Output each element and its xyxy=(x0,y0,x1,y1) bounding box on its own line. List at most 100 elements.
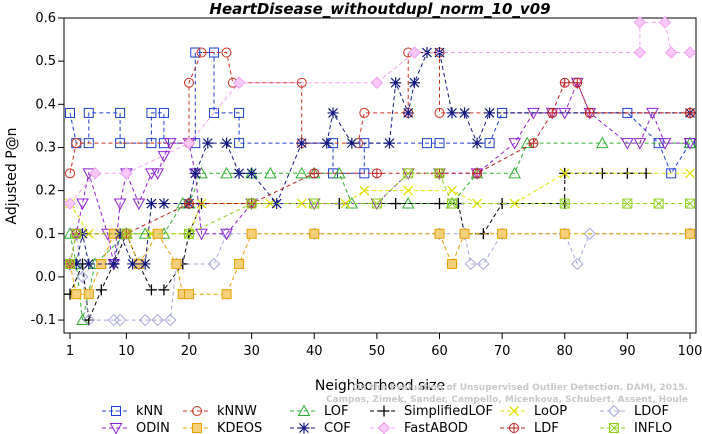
point-odin-6 xyxy=(113,198,127,211)
point-knn-21 xyxy=(434,138,445,149)
y-tick-label-6: 0.5 xyxy=(35,54,56,69)
point-cof-8 xyxy=(145,198,157,210)
point-knn-4 xyxy=(115,107,126,118)
point-cof-28 xyxy=(459,107,471,119)
point-fastabod-8 xyxy=(633,16,647,29)
point-inflo-2 xyxy=(121,228,132,239)
legend-marker-knn xyxy=(111,406,121,416)
point-lof-20 xyxy=(508,166,521,179)
legend: kNN kNNW LOF SimplifiedLOF LoOP LDOF ODIN KDEOS… xyxy=(102,404,672,434)
series-inflo xyxy=(65,168,695,269)
point-cof-30 xyxy=(484,107,496,119)
point-kdeos-20 xyxy=(685,228,695,239)
legend-label-ldf: LDF xyxy=(534,421,559,434)
point-inflo-6 xyxy=(371,198,382,209)
point-knnw-4 xyxy=(196,47,207,58)
legend-marker-cof xyxy=(298,422,310,434)
legend-marker-fastabod xyxy=(377,421,391,434)
legend-item-cof: COF xyxy=(290,421,351,434)
y-tick-label-0: -0.1 xyxy=(31,313,56,328)
point-knnw-3 xyxy=(183,77,194,88)
point-fastabod-0 xyxy=(63,197,77,210)
point-fastabod-7 xyxy=(633,46,647,59)
legend-item-inflo: INFLO xyxy=(600,421,672,434)
point-inflo-7 xyxy=(403,168,414,179)
point-ldf-5 xyxy=(309,168,320,179)
chart-title: HeartDisease_withoutdupl_norm_10_v09 xyxy=(209,0,550,18)
point-ldof-7 xyxy=(151,313,164,327)
series-line-knn xyxy=(69,52,691,175)
series-simplifiedlof xyxy=(64,167,652,326)
point-knn-14 xyxy=(234,107,245,118)
point-knn-13 xyxy=(209,107,220,118)
legend-marker-simplifiedlof xyxy=(378,405,390,417)
point-knn-0 xyxy=(65,107,75,118)
point-kdeos-12 xyxy=(234,258,245,269)
point-ldf-3 xyxy=(183,198,194,209)
point-loop-13 xyxy=(509,198,520,209)
point-loop-11 xyxy=(447,185,457,196)
point-ldof-16 xyxy=(477,257,490,271)
point-odin-16 xyxy=(220,228,233,241)
point-odin-23 xyxy=(508,138,521,150)
point-loop-10 xyxy=(403,185,414,196)
point-kdeos-15 xyxy=(434,228,445,239)
point-cof-27 xyxy=(446,107,458,119)
plot-frame xyxy=(63,17,697,334)
legend-marker-ldof xyxy=(607,404,621,418)
legend-item-loop: LoOP xyxy=(500,404,567,419)
point-odin-12 xyxy=(163,138,177,150)
point-ldf-11 xyxy=(559,77,570,88)
point-inflo-3 xyxy=(183,228,194,239)
x-axis-label: Neighborhood size xyxy=(315,378,445,394)
x-tick-label-50: 50 xyxy=(369,344,386,359)
point-kdeos-10 xyxy=(183,289,194,300)
point-inflo-0 xyxy=(65,258,75,269)
point-inflo-11 xyxy=(622,198,633,209)
point-cof-9 xyxy=(158,198,170,210)
series-line-inflo xyxy=(69,172,690,265)
y-tick-label-4: 0.3 xyxy=(35,140,56,155)
point-fastabod-3 xyxy=(182,136,196,150)
point-cof-21 xyxy=(383,137,395,149)
point-fastabod-6 xyxy=(408,46,421,59)
point-simplifiedlof-14 xyxy=(390,198,402,210)
legend-label-inflo: INFLO xyxy=(634,421,672,434)
point-fastabod-11 xyxy=(683,46,697,59)
point-knnw-14 xyxy=(434,107,445,118)
point-ldof-20 xyxy=(583,227,597,240)
point-inflo-5 xyxy=(309,198,320,209)
axis-layer: 1 10 20 30 40 50 60 70 80 90 100 -0.1 0.0 0.1 0.2 0.3 0.… xyxy=(31,11,702,359)
legend-marker-loop xyxy=(509,406,519,416)
point-inflo-9 xyxy=(447,198,458,209)
legend-item-simplifiedlof: SimplifiedLOF xyxy=(370,404,493,419)
point-inflo-12 xyxy=(653,198,664,209)
point-cof-1 xyxy=(70,258,82,270)
legend-marker-lof xyxy=(297,404,311,416)
legend-item-knnw: kNNW xyxy=(183,404,257,419)
point-cof-11 xyxy=(189,167,201,179)
legend-item-lof: LOF xyxy=(290,404,349,419)
point-kdeos-1 xyxy=(71,289,82,300)
point-ldof-2 xyxy=(76,270,89,284)
y-axis-label: Adjusted P@n xyxy=(4,127,20,224)
watermark-line-1: On the Evaluation of Unsupervised Outlie… xyxy=(353,383,688,393)
x-tick-label-60: 60 xyxy=(431,344,448,359)
series-layer xyxy=(63,16,697,327)
point-fastabod-5 xyxy=(370,76,384,89)
point-cof-22 xyxy=(390,77,402,89)
point-odin-31 xyxy=(646,107,659,120)
point-ldof-4 xyxy=(107,313,121,327)
legend-label-cof: COF xyxy=(324,421,351,434)
point-cof-7 xyxy=(139,258,151,270)
point-knn-11 xyxy=(190,47,201,58)
legend-marker-odin xyxy=(109,423,123,434)
point-ldof-3 xyxy=(82,313,95,327)
point-cof-24 xyxy=(408,77,420,89)
point-odin-33 xyxy=(683,138,697,150)
point-knnw-10 xyxy=(359,107,370,118)
point-lof-22 xyxy=(595,136,609,149)
point-ldf-12 xyxy=(572,77,583,88)
point-cof-25 xyxy=(421,47,433,59)
point-ldof-10 xyxy=(207,257,221,271)
